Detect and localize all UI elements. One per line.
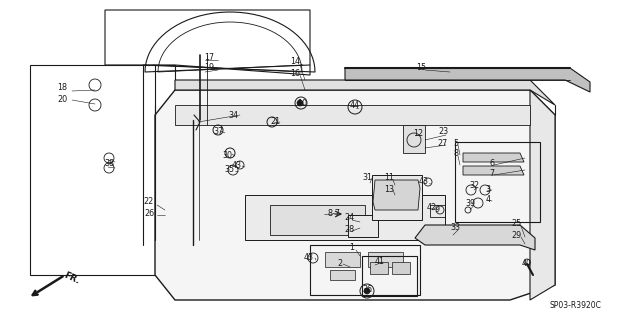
- Polygon shape: [463, 166, 524, 175]
- Bar: [348, 215, 378, 237]
- Polygon shape: [463, 153, 524, 162]
- Text: 9: 9: [435, 205, 440, 214]
- Bar: [430, 205, 445, 217]
- Text: 7: 7: [490, 169, 495, 179]
- Text: 8: 8: [454, 150, 458, 159]
- Polygon shape: [373, 180, 420, 210]
- Text: 3: 3: [486, 184, 490, 194]
- Text: 33: 33: [450, 224, 460, 233]
- Text: 13: 13: [384, 184, 394, 194]
- Text: 39: 39: [465, 198, 475, 207]
- Text: 1: 1: [349, 243, 355, 253]
- Text: 26: 26: [144, 209, 154, 218]
- Text: 16: 16: [290, 69, 300, 78]
- Text: 23: 23: [438, 128, 448, 137]
- Text: 17: 17: [204, 53, 214, 62]
- Text: 25: 25: [512, 219, 522, 228]
- Text: 30: 30: [222, 151, 232, 160]
- Text: FR.: FR.: [62, 271, 81, 286]
- Text: SP03-R3920C: SP03-R3920C: [549, 300, 601, 309]
- Text: 19: 19: [204, 63, 214, 72]
- Text: 12: 12: [413, 130, 423, 138]
- Text: 42: 42: [427, 203, 437, 211]
- Text: 32: 32: [469, 182, 479, 190]
- Text: 43: 43: [232, 160, 242, 169]
- Polygon shape: [415, 225, 535, 250]
- Bar: [370, 262, 388, 274]
- Circle shape: [297, 100, 303, 106]
- Bar: [362, 256, 417, 296]
- Bar: [403, 125, 425, 153]
- Text: 21: 21: [270, 116, 280, 125]
- Polygon shape: [155, 90, 555, 300]
- Text: 43: 43: [304, 254, 314, 263]
- Text: 31: 31: [362, 174, 372, 182]
- Text: 22: 22: [144, 197, 154, 206]
- Text: 8-7: 8-7: [328, 210, 340, 219]
- Text: 27: 27: [438, 138, 448, 147]
- Text: 43: 43: [419, 176, 429, 186]
- Bar: [175, 105, 530, 125]
- Text: 10: 10: [297, 99, 307, 108]
- Text: 34: 34: [228, 110, 238, 120]
- Bar: [368, 252, 403, 267]
- Text: 40: 40: [522, 259, 532, 269]
- Bar: [392, 262, 410, 274]
- Text: 29: 29: [512, 231, 522, 240]
- Bar: [270, 205, 365, 235]
- Bar: [372, 175, 422, 220]
- Bar: [330, 270, 355, 280]
- Circle shape: [364, 288, 370, 294]
- Text: 36: 36: [362, 286, 372, 294]
- Text: 28: 28: [344, 225, 354, 234]
- Bar: [325, 252, 360, 267]
- Text: 14: 14: [290, 57, 300, 66]
- Text: 44: 44: [350, 101, 360, 110]
- Polygon shape: [345, 68, 590, 92]
- Text: 5: 5: [453, 138, 459, 147]
- Text: 20: 20: [57, 94, 67, 103]
- Text: 41: 41: [375, 256, 385, 265]
- Polygon shape: [530, 90, 555, 300]
- Polygon shape: [175, 80, 555, 105]
- Text: 37: 37: [213, 127, 223, 136]
- Bar: [245, 195, 445, 240]
- Text: 15: 15: [416, 63, 426, 72]
- Bar: [310, 245, 420, 295]
- Text: 35: 35: [224, 166, 234, 174]
- Text: 18: 18: [57, 84, 67, 93]
- Text: 24: 24: [344, 213, 354, 222]
- Text: 38: 38: [104, 159, 114, 167]
- Text: 2: 2: [337, 258, 342, 268]
- Text: 11: 11: [384, 174, 394, 182]
- Text: 4: 4: [486, 196, 490, 204]
- Text: 6: 6: [490, 159, 495, 167]
